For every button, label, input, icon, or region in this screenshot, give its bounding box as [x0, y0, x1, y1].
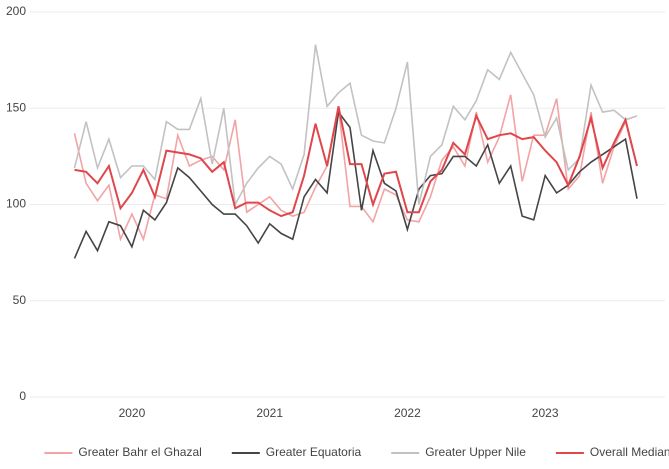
legend-label: Greater Bahr el Ghazal: [78, 445, 201, 459]
y-tick-label: 100: [6, 197, 26, 211]
legend-label: Overall Median: [590, 445, 669, 459]
series-line: [73, 110, 638, 259]
x-tick-label: 2021: [256, 406, 283, 420]
legend-label: Greater Equatoria: [266, 445, 362, 459]
x-tick-label: 2022: [394, 406, 421, 420]
y-tick-label: 50: [13, 293, 27, 307]
y-tick-label: 0: [19, 389, 26, 403]
series-line: [74, 106, 638, 218]
y-tick-label: 150: [6, 100, 26, 114]
x-tick-label: 2020: [119, 406, 146, 420]
series-line: [73, 44, 638, 208]
x-tick-label: 2023: [532, 406, 559, 420]
y-tick-label: 200: [6, 4, 26, 18]
series-line: [73, 94, 638, 242]
legend-label: Greater Upper Nile: [425, 445, 526, 459]
